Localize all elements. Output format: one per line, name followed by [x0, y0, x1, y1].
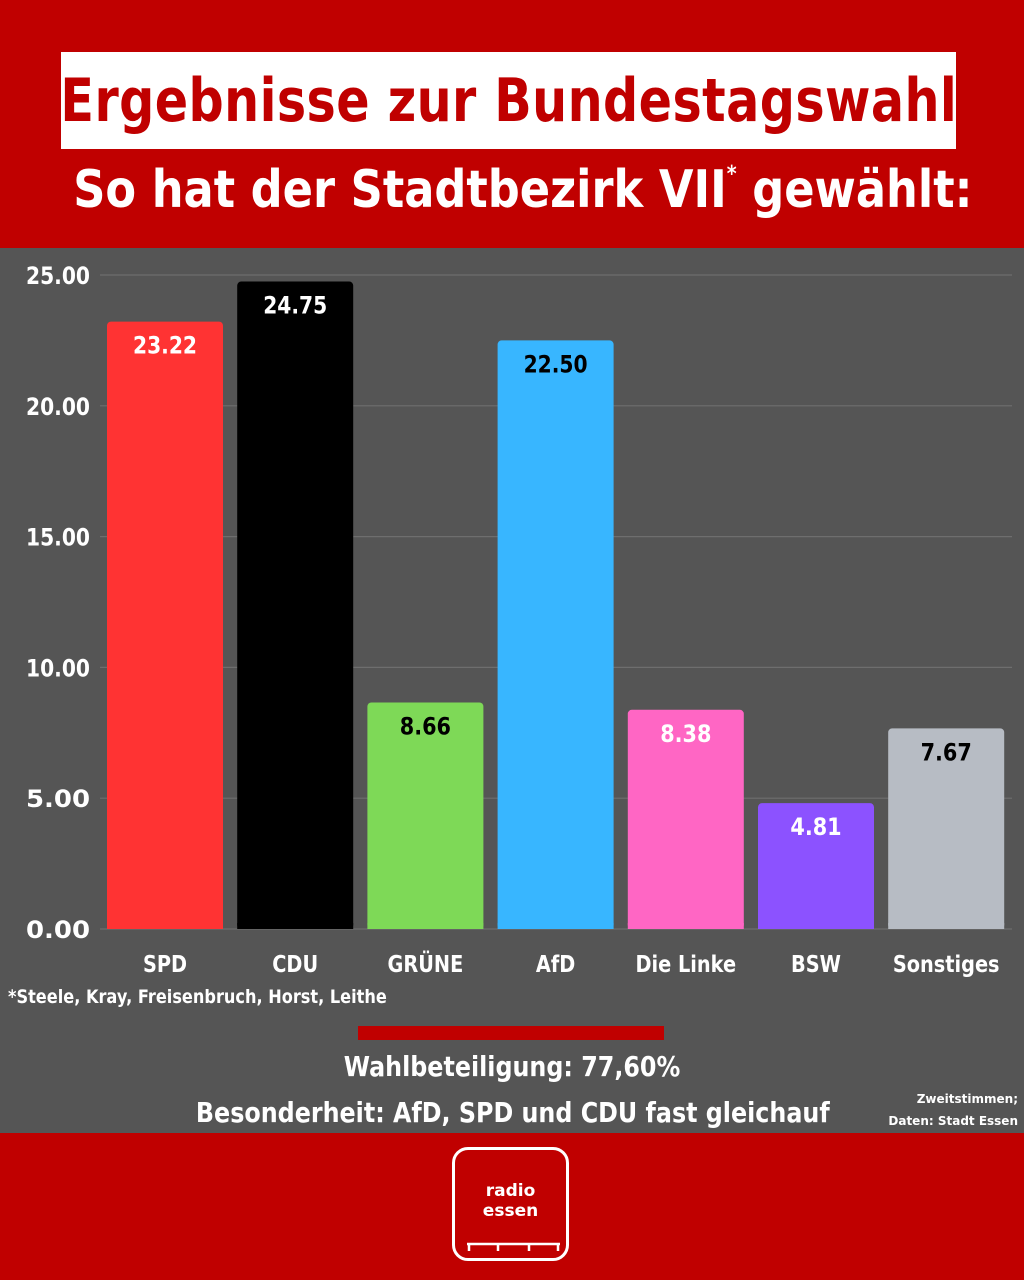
- logo-text: radio essen: [483, 1181, 538, 1221]
- chart-panel: 0.00 5.00 10.00 15.00 20.00 25.00 23.22 SPD 24.7…: [0, 248, 1024, 1133]
- bar-value-label: 7.67: [921, 738, 972, 766]
- footnote: *Steele, Kray, Freisenbruch, Horst, Leit…: [8, 986, 387, 1008]
- category-label: SPD: [143, 952, 187, 978]
- bar-value-label: 8.66: [400, 712, 451, 740]
- remark-text: Besonderheit: AfD, SPD und CDU fast glei…: [0, 1096, 1024, 1129]
- category-label: BSW: [791, 952, 841, 978]
- bar-die-linke: [627, 709, 744, 929]
- bar-chart: 0.00 5.00 10.00 15.00 20.00 25.00 23.22 SPD 24.7…: [26, 262, 1012, 978]
- source-line-2: Daten: Stadt Essen: [888, 1114, 1018, 1128]
- y-tick-label: 25.00: [26, 262, 90, 290]
- accent-divider: [358, 1026, 664, 1040]
- subtitle-text: So hat der Stadtbezirk VII: [73, 160, 727, 220]
- bar-cdu: [237, 281, 354, 929]
- bar-value-label: 8.38: [660, 720, 711, 748]
- bar-base: [237, 923, 354, 929]
- y-tick-label: 20.00: [26, 393, 90, 421]
- bar-base: [888, 923, 1005, 929]
- category-label: AfD: [536, 952, 575, 978]
- bar-base: [627, 923, 744, 929]
- radio-essen-logo: radio essen: [452, 1147, 569, 1261]
- source-line-1: Zweitstimmen;: [916, 1092, 1018, 1106]
- category-label: Sonstiges: [893, 952, 1000, 978]
- page-title: Ergebnisse zur Bundestagswahl: [60, 65, 957, 136]
- subtitle-footnote-mark: *: [726, 162, 737, 187]
- logo-line-1: radio: [485, 1181, 536, 1201]
- bar-spd: [107, 321, 223, 929]
- logo-line-2: essen: [482, 1201, 539, 1221]
- bar-value-label: 4.81: [790, 813, 841, 841]
- bar-value-label: 22.50: [524, 350, 588, 378]
- category-label: GRÜNE: [388, 950, 464, 978]
- bar-sonstiges: [888, 728, 1005, 929]
- y-tick-label: 5.00: [26, 785, 90, 813]
- bar-afd: [497, 340, 614, 929]
- bar-base: [497, 923, 614, 929]
- y-tick-label: 15.00: [26, 524, 90, 552]
- category-label: CDU: [272, 952, 318, 978]
- bar-value-label: 23.22: [133, 332, 197, 360]
- category-label: Die Linke: [635, 952, 736, 978]
- subtitle-text-end: gewählt:: [736, 160, 973, 220]
- bar-base: [758, 923, 874, 929]
- source-note: Zweitstimmen; Daten: Stadt Essen: [888, 1088, 1018, 1132]
- bar-bsw: [758, 803, 874, 929]
- bar-grüne: [367, 702, 484, 929]
- y-tick-label: 0.00: [26, 916, 90, 944]
- subtitle: So hat der Stadtbezirk VII* gewählt:: [0, 160, 1024, 220]
- bar-base: [107, 923, 223, 929]
- turnout-text: Wahlbeteiligung: 77,60%: [0, 1050, 1024, 1083]
- logo-scale-icon: [467, 1242, 560, 1251]
- turnout-label: Wahlbeteiligung: 77,60%: [343, 1050, 681, 1083]
- bar-base: [367, 923, 484, 929]
- header: Ergebnisse zur Bundestagswahl So hat der…: [0, 0, 1024, 248]
- y-tick-label: 10.00: [26, 654, 90, 682]
- bar-value-label: 24.75: [263, 292, 327, 320]
- title-box: Ergebnisse zur Bundestagswahl: [60, 52, 957, 149]
- remark-label: Besonderheit: AfD, SPD und CDU fast glei…: [196, 1096, 830, 1129]
